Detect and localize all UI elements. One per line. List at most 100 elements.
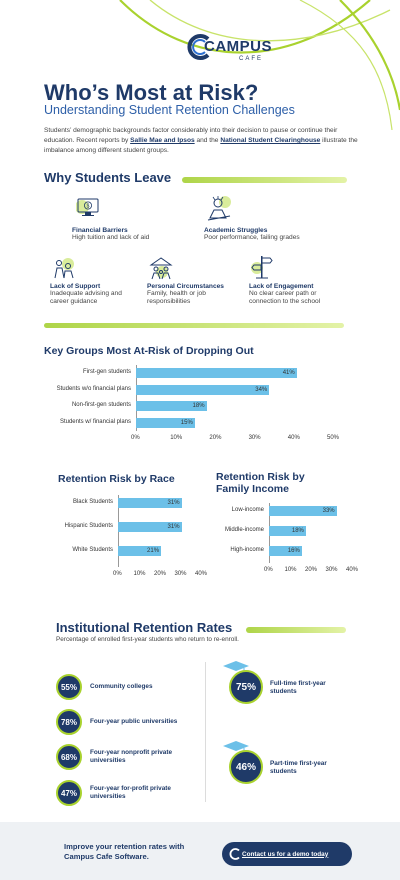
bar xyxy=(136,417,195,428)
bar-category-label: White Students xyxy=(72,547,113,553)
axis-tick-label: 10% xyxy=(133,571,146,577)
axis-tick-label: 20% xyxy=(154,571,167,577)
bar xyxy=(118,498,182,508)
campus-cafe-c-icon xyxy=(229,848,240,860)
stat-label: Part-time first-year students xyxy=(270,760,327,775)
footer-message: Improve your retention rates with Campus… xyxy=(64,842,185,861)
sallie-mae-link[interactable]: Sallie Mae and Ipsos xyxy=(130,137,195,144)
logo-sub: CAFE xyxy=(239,56,264,62)
chart-axis-line xyxy=(136,365,137,431)
logo-word: CAMPUS xyxy=(204,38,273,55)
bar-value-label: 21% xyxy=(147,548,160,554)
bar xyxy=(269,546,302,556)
bar xyxy=(136,368,297,378)
axis-tick-label: 0% xyxy=(264,567,273,573)
stat-label: Four-year nonprofit private universities xyxy=(90,749,173,764)
axis-tick-label: 40% xyxy=(346,567,359,573)
bar-category-label: Students w/o financial plans xyxy=(56,385,131,392)
stat-circle: 47% xyxy=(56,780,82,806)
stat-circle: 55% xyxy=(56,674,82,700)
axis-tick-label: 0% xyxy=(131,435,140,441)
bar xyxy=(269,506,337,516)
stat-label: Four-year for-profit private universitie… xyxy=(90,785,171,800)
bar-category-label: Non-first-gen students xyxy=(71,402,131,408)
bar-category-label: Middle-income xyxy=(224,527,264,533)
clearinghouse-link[interactable]: National Student Clearinghouse xyxy=(220,137,321,144)
why-heading: Why Students Leave xyxy=(44,170,172,185)
axis-tick-label: 10% xyxy=(284,567,297,573)
axis-tick-label: 50% xyxy=(327,435,340,441)
stat-label: Four-year public universities xyxy=(90,718,178,725)
chart-title-income: Retention Risk by Family Income xyxy=(216,471,305,495)
bar xyxy=(118,546,162,556)
axis-tick-label: 10% xyxy=(170,435,183,441)
stat-circle: 78% xyxy=(56,709,82,735)
reason-text: Family, health or job responsibilities xyxy=(147,290,206,305)
retention-heading: Institutional Retention Rates xyxy=(56,620,233,635)
reason-personal: Personal Circumstances Family, health or… xyxy=(147,283,297,306)
reason-title: Financial Barriers xyxy=(72,227,128,234)
monitor-dollar-icon: $ xyxy=(76,198,99,216)
heading-underline xyxy=(182,177,347,183)
bar xyxy=(136,384,270,395)
stressed-student-icon xyxy=(207,196,231,221)
bar xyxy=(118,522,182,532)
stat-circle-large: 46% xyxy=(229,750,263,784)
axis-tick-label: 40% xyxy=(195,571,208,577)
reason-title: Academic Struggles xyxy=(204,227,268,234)
bar-category-label: Black Students xyxy=(72,499,113,505)
page-subtitle: Understanding Student Retention Challeng… xyxy=(44,103,295,117)
campus-cafe-logo: CAMPUS CAFE xyxy=(186,32,276,66)
reason-financial: Financial Barriers High tuition and lack… xyxy=(72,227,222,242)
bar-category-label: First-gen students xyxy=(82,369,131,375)
retention-divider xyxy=(205,662,206,802)
stat-label: Community colleges xyxy=(90,683,153,690)
heading-underline xyxy=(246,627,346,633)
bar-value-label: 15% xyxy=(180,419,193,426)
contact-demo-label: Contact us for a demo today xyxy=(242,850,329,858)
axis-tick-label: 0% xyxy=(113,571,122,577)
intro-paragraph: Students’ demographic backgrounds factor… xyxy=(44,126,364,156)
bar-category-label: High-income xyxy=(230,547,264,553)
contact-demo-button[interactable]: Contact us for a demo today xyxy=(222,842,352,866)
stat-circle: 68% xyxy=(56,744,82,770)
bar-value-label: 33% xyxy=(322,508,335,514)
axis-tick-label: 30% xyxy=(325,567,338,573)
reason-text: High tuition and lack of aid xyxy=(72,234,150,241)
bar-value-label: 41% xyxy=(282,370,295,376)
axis-tick-label: 20% xyxy=(305,567,318,573)
bar xyxy=(136,401,207,411)
reason-engagement: Lack of Engagement No clear career path … xyxy=(249,283,399,306)
intro-text-3: illustrate the imbalance among different… xyxy=(44,137,358,154)
svg-text:$: $ xyxy=(87,204,90,210)
bar-value-label: 31% xyxy=(167,500,180,506)
reason-title: Personal Circumstances xyxy=(147,283,224,290)
stat-label: Full-time first-year students xyxy=(270,680,326,695)
chart-race: Black Students 31% Hispanic Students 31% Whi… xyxy=(0,490,207,580)
bar-category-label: Hispanic Students xyxy=(64,523,113,529)
retention-note: Percentage of enrolled first-year studen… xyxy=(56,636,239,643)
bar-category-label: Low-income xyxy=(231,507,264,513)
stat-circle-large: 75% xyxy=(229,670,263,704)
axis-tick-label: 40% xyxy=(287,435,300,441)
support-people-icon xyxy=(54,258,74,279)
bar-value-label: 34% xyxy=(255,386,268,393)
section-divider xyxy=(44,323,344,328)
chart-income: Low-income 33% Middle-income 18% High-income… xyxy=(200,500,400,580)
family-icon xyxy=(149,257,173,280)
intro-text-1: Students’ demographic backgrounds factor… xyxy=(44,127,338,144)
page-title: Who’s Most at Risk? xyxy=(44,80,259,105)
reason-title: Lack of Support xyxy=(50,283,101,290)
bar-category-label: Students w/ financial plans xyxy=(59,418,131,425)
axis-tick-label: 30% xyxy=(174,571,187,577)
signpost-icon xyxy=(251,256,273,279)
reason-text: No clear career path or connection to th… xyxy=(249,290,321,305)
chart-at-risk: First-gen students 41% Students w/o financ… xyxy=(0,360,400,450)
axis-tick-label: 30% xyxy=(248,435,261,441)
bar-value-label: 18% xyxy=(192,403,205,409)
reason-text: Inadequate advising and career guidance xyxy=(50,290,122,305)
logo-c-icon xyxy=(187,34,210,60)
reason-text: Poor performance, failing grades xyxy=(204,234,300,241)
axis-tick-label: 20% xyxy=(209,435,222,441)
reason-support: Lack of Support Inadequate advising and … xyxy=(50,283,200,306)
